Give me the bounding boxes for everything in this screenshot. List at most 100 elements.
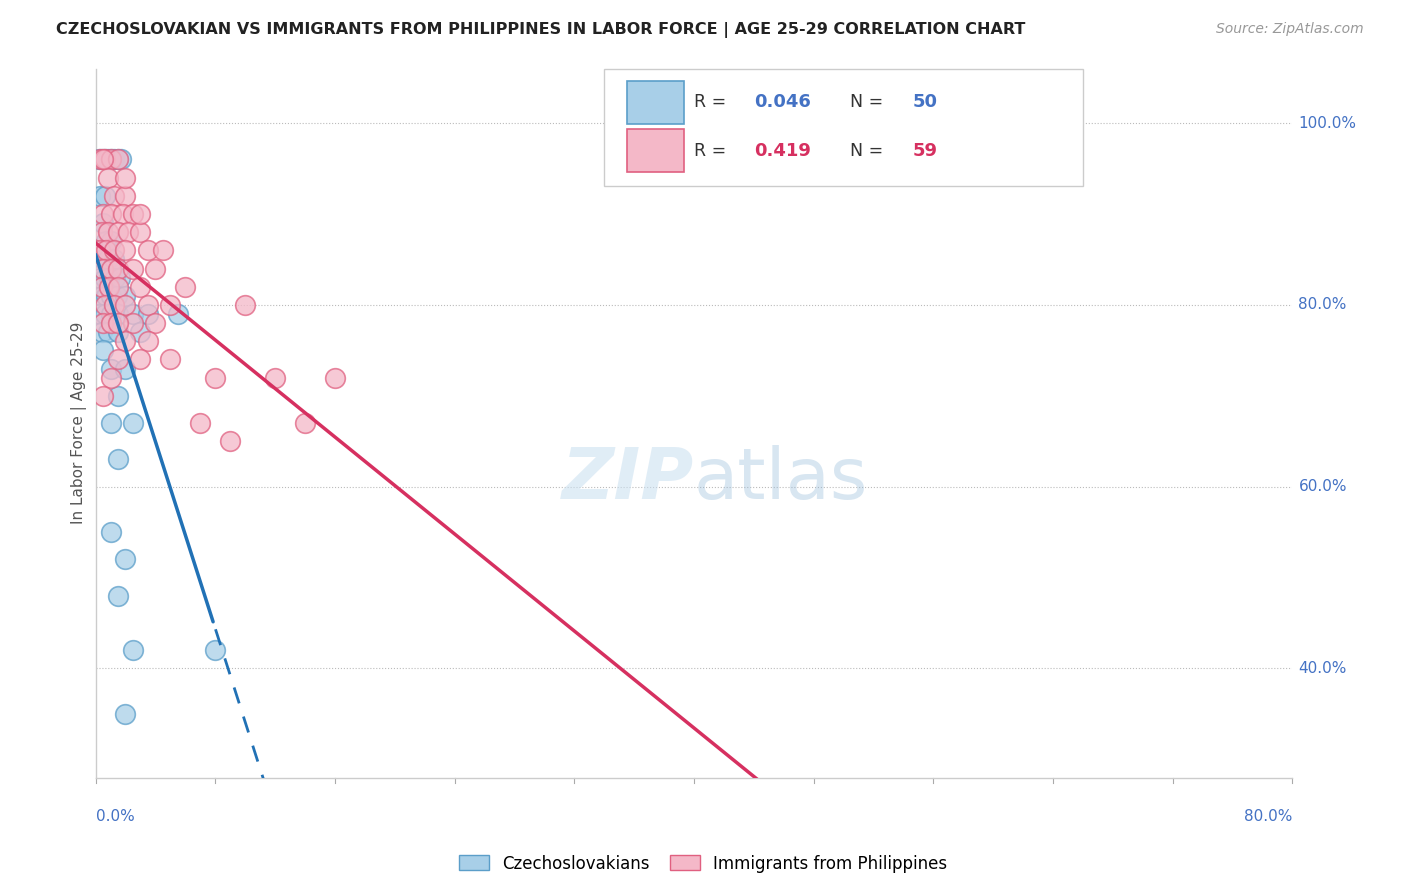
Point: [96, 225, 118, 239]
Point: [93, 153, 115, 167]
Point: [89, 153, 111, 167]
Point: [100, 153, 122, 167]
Point: [136, 298, 159, 312]
FancyBboxPatch shape: [627, 80, 685, 124]
Point: [103, 188, 125, 202]
Text: CZECHOSLOVAKIAN VS IMMIGRANTS FROM PHILIPPINES IN LABOR FORCE | AGE 25-29 CORREL: CZECHOSLOVAKIAN VS IMMIGRANTS FROM PHILI…: [56, 22, 1025, 38]
Text: R =: R =: [695, 142, 731, 160]
Point: [89, 244, 111, 258]
FancyBboxPatch shape: [627, 129, 685, 172]
Point: [114, 188, 136, 202]
Point: [114, 289, 136, 303]
Point: [107, 153, 129, 167]
Point: [219, 434, 242, 449]
Point: [103, 153, 125, 167]
Point: [89, 307, 111, 321]
Text: 60.0%: 60.0%: [1298, 479, 1347, 494]
Point: [91, 261, 114, 276]
Point: [114, 170, 136, 185]
Point: [90, 153, 112, 167]
Point: [91, 343, 114, 358]
Legend: Czechoslovakians, Immigrants from Philippines: Czechoslovakians, Immigrants from Philip…: [453, 848, 953, 880]
Text: 0.419: 0.419: [754, 142, 811, 160]
Point: [91, 389, 114, 403]
Point: [159, 298, 181, 312]
Point: [136, 307, 159, 321]
Point: [100, 361, 122, 376]
Point: [100, 370, 122, 384]
Point: [122, 416, 145, 430]
Text: N =: N =: [849, 142, 889, 160]
Point: [111, 207, 134, 221]
Text: 50: 50: [912, 94, 938, 112]
Point: [233, 298, 256, 312]
Point: [107, 225, 129, 239]
Point: [100, 153, 122, 167]
Point: [91, 316, 114, 330]
Point: [108, 270, 131, 285]
Text: R =: R =: [695, 94, 731, 112]
Point: [94, 289, 117, 303]
Point: [107, 352, 129, 367]
Point: [96, 153, 118, 167]
Point: [96, 325, 118, 339]
Point: [294, 416, 316, 430]
Point: [91, 252, 114, 267]
Point: [129, 225, 152, 239]
Point: [122, 316, 145, 330]
Point: [100, 261, 122, 276]
Point: [152, 244, 174, 258]
Point: [90, 289, 112, 303]
Point: [96, 252, 118, 267]
Point: [323, 370, 346, 384]
Text: 59: 59: [912, 142, 938, 160]
Point: [129, 352, 152, 367]
Point: [145, 261, 167, 276]
Point: [204, 370, 226, 384]
Point: [159, 352, 181, 367]
Text: 40.0%: 40.0%: [1298, 661, 1347, 676]
Point: [114, 552, 136, 566]
Point: [264, 370, 287, 384]
Point: [94, 244, 117, 258]
Point: [114, 361, 136, 376]
Point: [103, 298, 125, 312]
Point: [98, 270, 121, 285]
Point: [174, 279, 197, 293]
Point: [100, 525, 122, 540]
Point: [91, 207, 114, 221]
Point: [107, 589, 129, 603]
Point: [122, 261, 145, 276]
Point: [100, 316, 122, 330]
Point: [100, 307, 122, 321]
Point: [107, 325, 129, 339]
Point: [100, 234, 122, 248]
Point: [93, 298, 115, 312]
Point: [91, 216, 114, 230]
Text: N =: N =: [849, 94, 889, 112]
Point: [188, 416, 211, 430]
Point: [145, 316, 167, 330]
Point: [204, 643, 226, 657]
Text: atlas: atlas: [695, 445, 869, 515]
Text: 0.046: 0.046: [754, 94, 811, 112]
Point: [93, 307, 115, 321]
Point: [122, 207, 145, 221]
Text: 80.0%: 80.0%: [1244, 809, 1292, 824]
Point: [114, 298, 136, 312]
Point: [93, 153, 115, 167]
Point: [107, 452, 129, 467]
Point: [136, 244, 159, 258]
Point: [89, 270, 111, 285]
Point: [93, 270, 115, 285]
Y-axis label: In Labor Force | Age 25-29: In Labor Force | Age 25-29: [72, 322, 87, 524]
Point: [107, 316, 129, 330]
Text: Source: ZipAtlas.com: Source: ZipAtlas.com: [1216, 22, 1364, 37]
Point: [129, 207, 152, 221]
Point: [93, 188, 115, 202]
Point: [129, 325, 152, 339]
Point: [114, 334, 136, 349]
Point: [107, 279, 129, 293]
Text: 80.0%: 80.0%: [1298, 297, 1347, 312]
Point: [94, 234, 117, 248]
